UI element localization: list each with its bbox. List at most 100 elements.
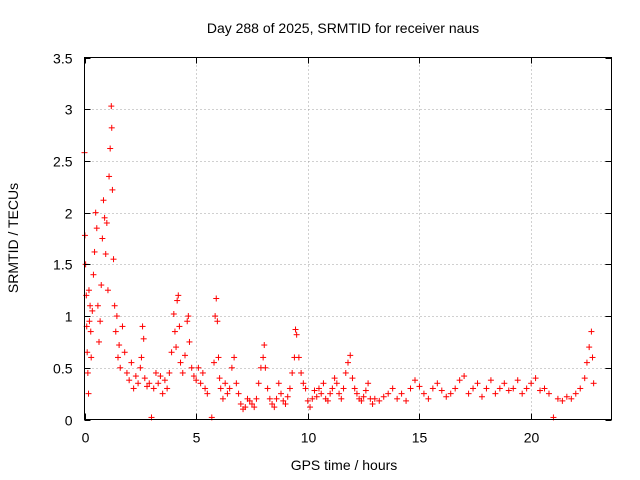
data-point — [293, 331, 300, 338]
data-point — [215, 354, 222, 361]
data-point — [492, 390, 499, 397]
data-point — [242, 404, 249, 411]
data-point — [345, 359, 351, 366]
data-point — [389, 385, 396, 392]
data-point — [537, 387, 544, 394]
data-point — [173, 344, 180, 351]
data-point — [487, 377, 494, 384]
data-point — [157, 373, 164, 380]
data-point — [416, 383, 423, 390]
data-point — [109, 186, 116, 193]
data-point — [132, 373, 139, 380]
data-point — [282, 400, 289, 407]
data-point — [224, 390, 231, 397]
data-point — [385, 390, 392, 397]
y-tick-label: 3.5 — [53, 51, 73, 67]
data-point — [298, 369, 305, 376]
data-point — [237, 400, 244, 407]
data-point — [331, 375, 338, 382]
data-point — [295, 354, 302, 361]
data-point — [128, 359, 135, 366]
data-point — [349, 375, 356, 382]
y-tick-labels: 0 0.5 1 1.5 2 2.5 3 3.5 — [53, 51, 73, 429]
data-point — [425, 395, 432, 402]
data-point — [231, 354, 238, 361]
data-point — [278, 390, 285, 397]
data-point — [583, 359, 590, 366]
x-tick-label: 0 — [82, 430, 90, 446]
data-point — [304, 397, 311, 404]
data-point — [324, 397, 331, 404]
data-point — [380, 393, 387, 400]
data-point — [216, 375, 223, 382]
data-point — [251, 404, 258, 411]
data-point — [88, 354, 95, 361]
data-point — [336, 390, 343, 397]
x-tick-labels: 0 5 10 15 20 — [82, 430, 540, 446]
data-point — [523, 385, 530, 392]
data-point — [96, 338, 103, 345]
data-point — [333, 380, 340, 387]
data-point — [501, 380, 508, 387]
data-point — [102, 251, 109, 258]
data-point — [97, 318, 104, 325]
data-point — [456, 377, 463, 384]
data-point — [505, 387, 512, 394]
data-point — [528, 380, 535, 387]
data-point — [119, 323, 126, 330]
data-point — [164, 385, 171, 392]
data-point — [107, 145, 114, 152]
data-point — [190, 373, 197, 380]
data-point — [289, 369, 296, 376]
data-point — [226, 385, 233, 392]
data-point — [307, 404, 314, 411]
data-point — [121, 349, 128, 356]
data-point — [195, 364, 202, 371]
data-point — [93, 225, 100, 232]
data-point — [222, 380, 229, 387]
data-point — [166, 369, 173, 376]
data-point — [342, 369, 349, 376]
data-point — [581, 375, 588, 382]
data-point — [353, 390, 360, 397]
data-point — [273, 395, 280, 402]
data-point — [376, 397, 383, 404]
data-point — [434, 380, 441, 387]
y-axis-label: SRMTID / TECUs — [5, 183, 21, 293]
data-point — [113, 313, 120, 320]
data-point — [568, 395, 575, 402]
data-point — [87, 328, 94, 335]
data-point — [87, 302, 94, 309]
data-point — [269, 400, 276, 407]
data-point — [478, 393, 485, 400]
data-point — [315, 385, 322, 392]
data-point — [338, 395, 345, 402]
data-points — [81, 103, 597, 421]
data-point — [264, 385, 271, 392]
chart-title: Day 288 of 2025, SRMTID for receiver nau… — [207, 20, 479, 36]
data-point — [108, 124, 115, 131]
y-tick-label: 3 — [65, 102, 73, 118]
data-point — [407, 385, 414, 392]
data-point — [262, 364, 269, 371]
x-tick-label: 20 — [524, 430, 540, 446]
data-point — [92, 209, 99, 216]
x-tick-label: 10 — [301, 430, 317, 446]
data-point — [572, 390, 579, 397]
data-point — [175, 292, 182, 299]
data-point — [588, 328, 595, 335]
data-point — [146, 380, 153, 387]
plot-frame — [84, 57, 612, 420]
data-point — [474, 380, 481, 387]
data-point — [461, 373, 468, 380]
x-axis-label: GPS time / hours — [291, 457, 398, 473]
data-point — [99, 235, 106, 242]
data-point — [204, 390, 211, 397]
data-point — [138, 354, 145, 361]
data-point — [140, 335, 147, 342]
data-point — [465, 390, 472, 397]
data-point — [532, 375, 539, 382]
data-point — [438, 387, 445, 394]
data-point — [483, 385, 490, 392]
